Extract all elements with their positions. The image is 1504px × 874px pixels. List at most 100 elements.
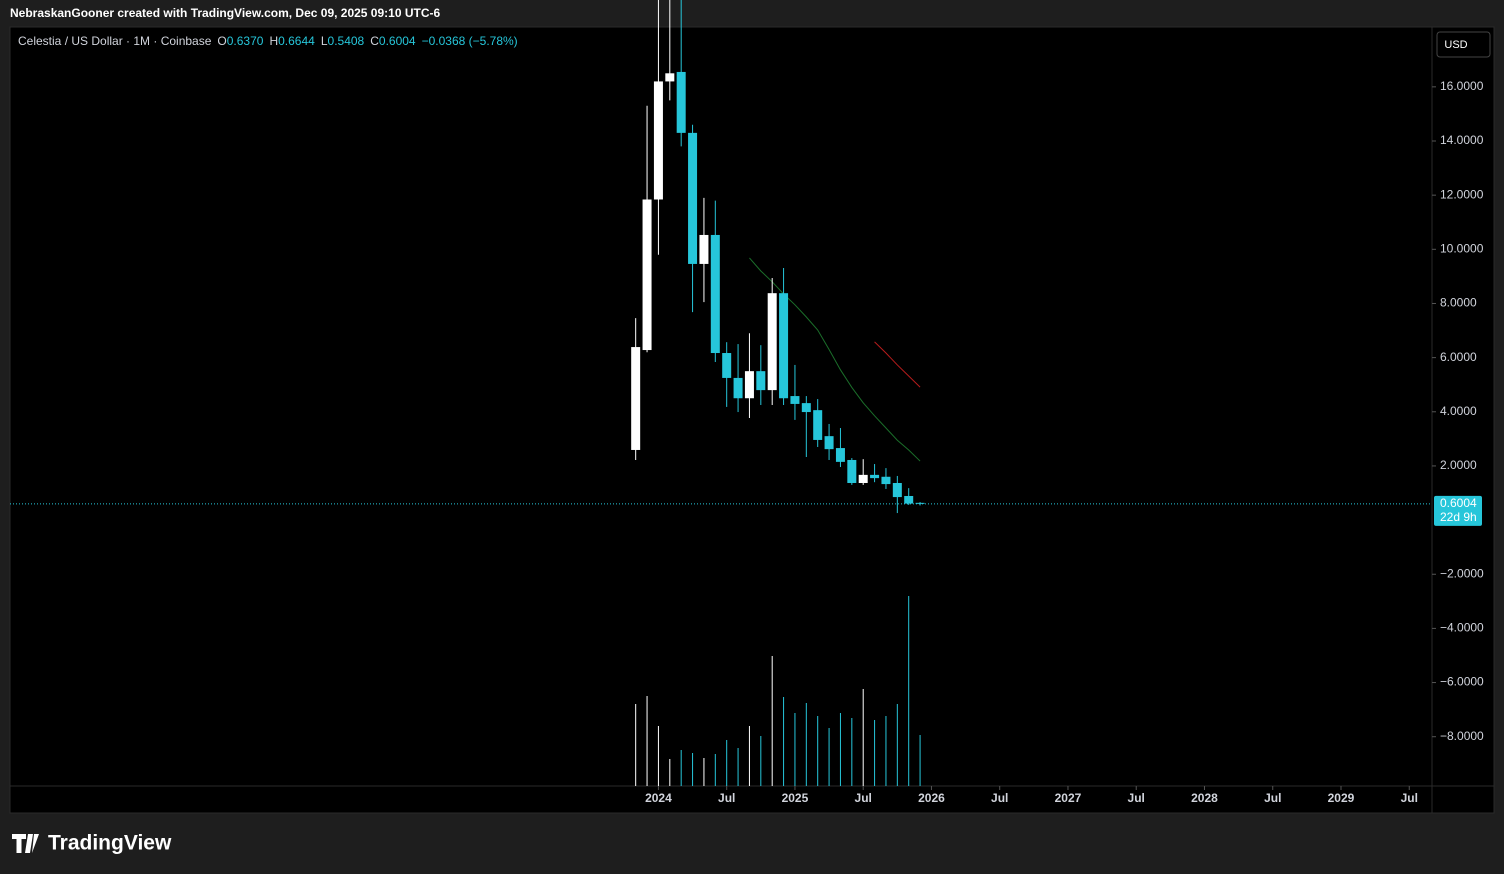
candle-body xyxy=(722,353,732,378)
pane xyxy=(9,26,1495,814)
x-tick-label: Jul xyxy=(1401,791,1418,805)
candle-body xyxy=(767,293,777,391)
volume-bar xyxy=(635,704,637,786)
volume-bar xyxy=(874,720,876,786)
price-label: 0.6004 xyxy=(1440,496,1477,510)
price-label-box xyxy=(1434,495,1482,526)
volume-bar xyxy=(817,716,819,786)
y-tick-label: 4.0000 xyxy=(1440,404,1477,418)
candle-body xyxy=(904,495,914,504)
volume-bar xyxy=(908,596,910,786)
candle-body xyxy=(858,474,868,483)
ohlc-label: C xyxy=(370,34,379,48)
candle-body xyxy=(847,459,857,483)
y-tick-label: 6.0000 xyxy=(1440,350,1477,364)
volume-bar xyxy=(771,656,773,786)
y-tick-label: 2.0000 xyxy=(1440,458,1477,472)
volume-bar xyxy=(692,753,694,786)
currency[interactable]: USD xyxy=(1444,39,1467,51)
ohlc-value: 0.6004 xyxy=(379,34,416,48)
ohlc-label: L xyxy=(321,34,328,48)
x-tick-label: 2025 xyxy=(782,791,809,805)
volume-bar xyxy=(646,696,648,786)
candle-body xyxy=(699,234,709,264)
logo-icon xyxy=(12,834,39,853)
candle-body xyxy=(665,73,675,82)
candle-body xyxy=(631,347,641,450)
candle-body xyxy=(824,436,834,450)
volume-bar xyxy=(748,726,750,786)
candle-body xyxy=(710,234,720,354)
candle-body xyxy=(676,71,686,133)
y-tick-label: 14.0000 xyxy=(1440,133,1484,147)
volume-bar xyxy=(760,736,762,786)
volume-bar xyxy=(805,703,807,786)
volume-bar xyxy=(657,726,659,786)
y-tick-label: 10.0000 xyxy=(1440,241,1484,255)
credit: NebraskanGooner created with TradingView… xyxy=(10,6,440,20)
volume-bar xyxy=(828,728,830,786)
candle-body xyxy=(870,474,880,479)
x-tick-label: Jul xyxy=(1128,791,1145,805)
candle-body xyxy=(779,293,789,399)
x-tick-label: Jul xyxy=(718,791,735,805)
candle-body xyxy=(813,410,823,440)
volume-bar xyxy=(737,748,739,786)
candle-body xyxy=(733,377,743,399)
x-tick-label: Jul xyxy=(855,791,872,805)
volume-bar xyxy=(714,754,716,786)
ohlc-label: O xyxy=(217,34,226,48)
volume-bar xyxy=(794,713,796,786)
candle-body xyxy=(801,403,811,413)
volume-bar xyxy=(919,735,921,786)
volume-bar xyxy=(839,713,841,786)
symbol: Celestia / US Dollar · 1M · Coinbase xyxy=(18,34,212,48)
y-tick-label: −8.0000 xyxy=(1440,729,1484,743)
volume-bar xyxy=(669,759,671,786)
y-tick-label: −2.0000 xyxy=(1440,566,1484,580)
candle-body xyxy=(744,371,754,399)
candle-body xyxy=(835,448,845,462)
x-tick-label: Jul xyxy=(1264,791,1281,805)
legend: Celestia / US Dollar · 1M · Coinbase O0.6… xyxy=(18,34,518,48)
y-tick-label: 8.0000 xyxy=(1440,296,1477,310)
x-tick-label: 2028 xyxy=(1191,791,1218,805)
candle-body xyxy=(915,502,925,504)
ohlc-value: 0.6644 xyxy=(278,34,315,48)
x-tick-label: 2024 xyxy=(645,791,672,805)
volume-bar xyxy=(680,750,682,786)
y-tick-label: 12.0000 xyxy=(1440,187,1484,201)
x-tick-label: 2029 xyxy=(1328,791,1355,805)
volume-bar xyxy=(783,697,785,786)
ohlc-value: 0.5408 xyxy=(328,34,365,48)
candle-body xyxy=(756,371,766,391)
volume-bar xyxy=(896,704,898,786)
currency-button[interactable] xyxy=(1436,31,1491,58)
logo-shape xyxy=(12,834,39,853)
x-tick-label: 2026 xyxy=(918,791,945,805)
countdown: 22d 9h xyxy=(1440,510,1477,524)
candle-body xyxy=(892,482,902,498)
ohlc-value: 0.6370 xyxy=(227,34,264,48)
candle-body xyxy=(688,132,698,264)
y-tick-label: −4.0000 xyxy=(1440,621,1484,635)
candle-body xyxy=(790,396,800,404)
volume-bar xyxy=(726,740,728,786)
volume-bar xyxy=(703,758,705,786)
indicator-line xyxy=(749,257,921,462)
candle-body xyxy=(881,476,891,485)
y-tick-label: 16.0000 xyxy=(1440,79,1484,93)
change: −0.0368 (−5.78%) xyxy=(422,34,518,48)
x-tick-label: Jul xyxy=(991,791,1008,805)
candle-body xyxy=(653,81,663,200)
ohlc-label: H xyxy=(269,34,278,48)
volume-bar xyxy=(851,718,853,786)
y-tick-label: −6.0000 xyxy=(1440,675,1484,689)
volume-bar xyxy=(862,689,864,786)
candle-body xyxy=(642,199,652,351)
indicator-line xyxy=(874,341,921,388)
x-tick-label: 2027 xyxy=(1055,791,1082,805)
logo-text: TradingView xyxy=(48,832,172,855)
